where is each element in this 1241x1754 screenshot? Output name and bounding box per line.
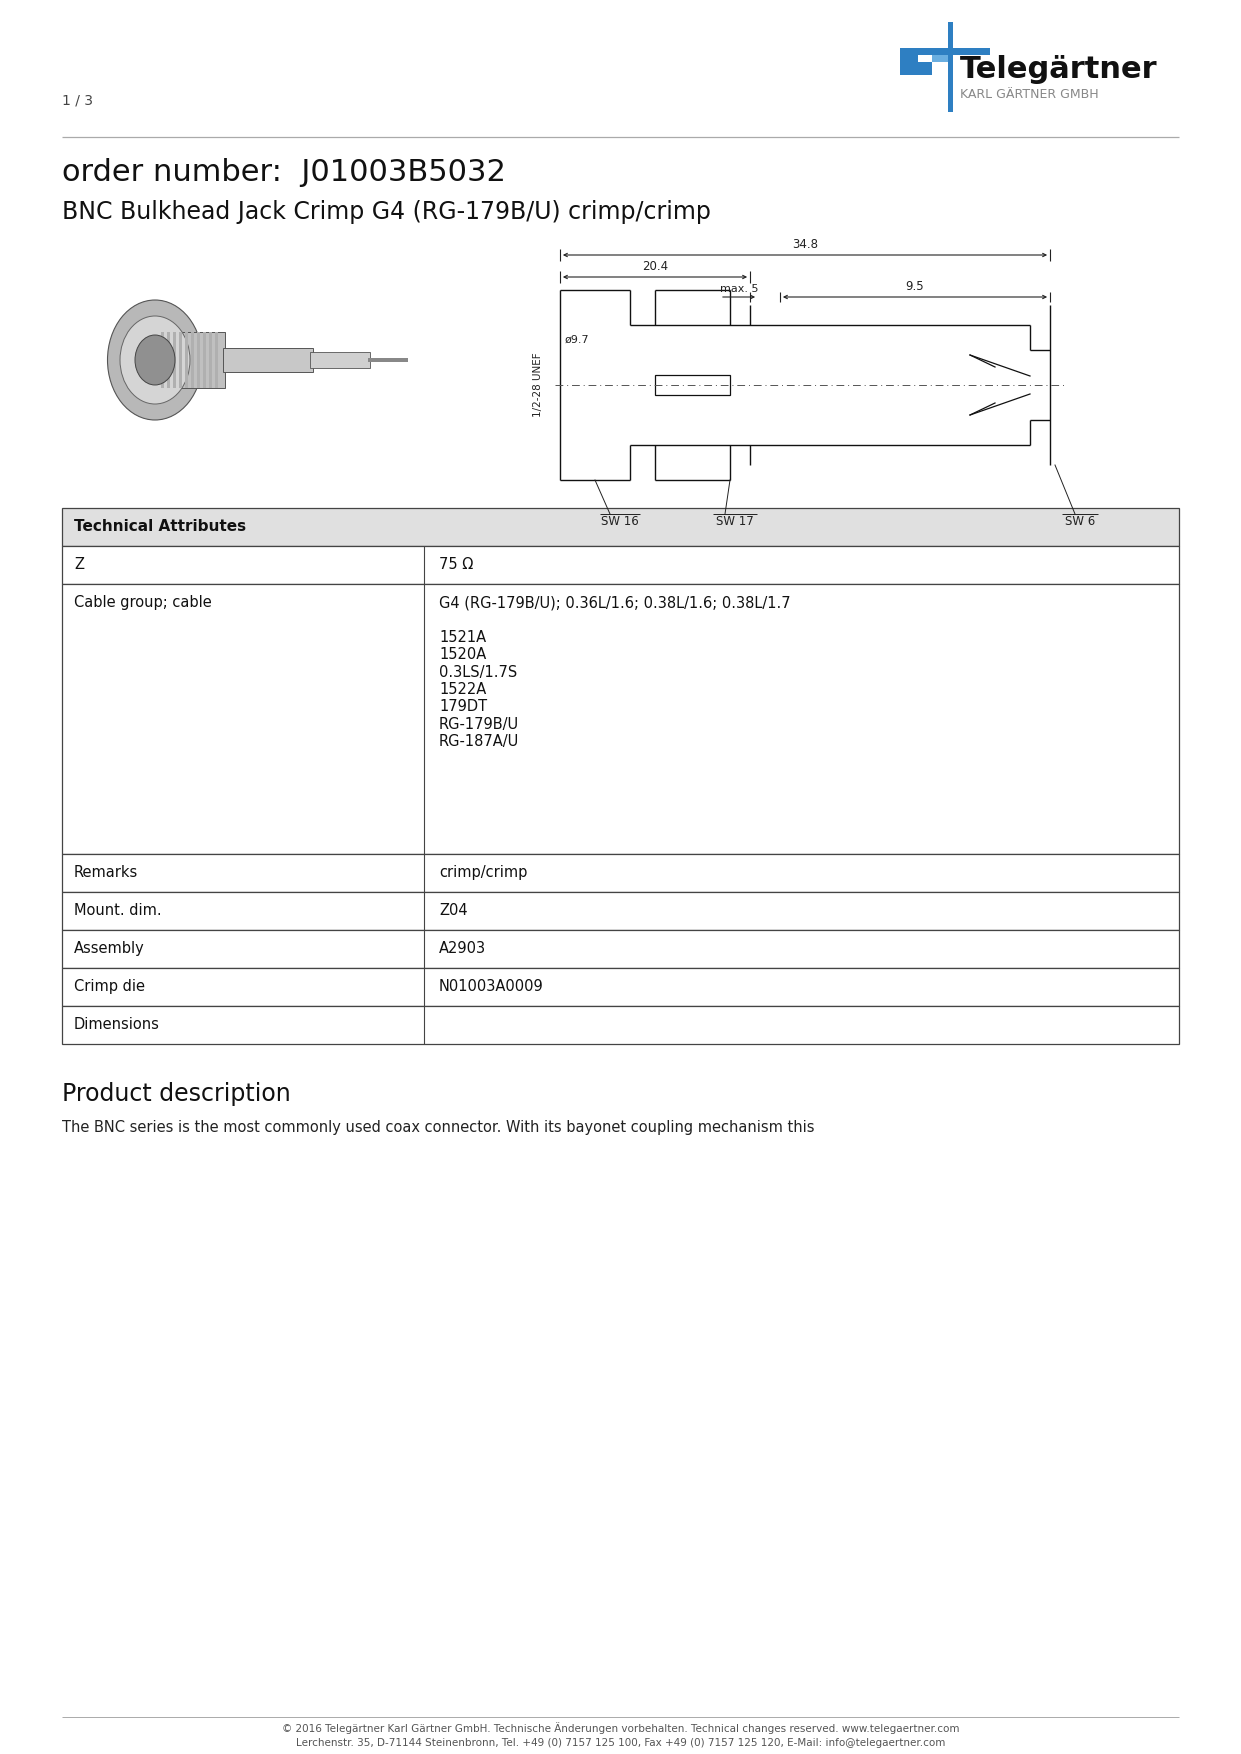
Ellipse shape (108, 300, 202, 419)
Polygon shape (900, 54, 932, 75)
Text: Mount. dim.: Mount. dim. (74, 903, 161, 917)
Text: A2903: A2903 (439, 940, 486, 956)
Text: Crimp die: Crimp die (74, 979, 145, 995)
Bar (191, 332, 194, 388)
Ellipse shape (135, 335, 175, 384)
Text: 75 Ω: 75 Ω (439, 558, 473, 572)
Bar (179, 332, 182, 388)
Bar (310, 353, 370, 368)
Bar (655, 375, 730, 395)
Text: ø9.7: ø9.7 (565, 335, 589, 346)
Bar (62, 584, 1179, 854)
Text: max. 5: max. 5 (720, 284, 758, 295)
Text: Assembly: Assembly (74, 940, 145, 956)
Text: SW 17: SW 17 (716, 516, 753, 528)
Bar (900, 47, 990, 54)
Bar (62, 930, 1179, 968)
Text: 34.8: 34.8 (792, 239, 818, 251)
Text: BNC Bulkhead Jack Crimp G4 (RG-179B/U) crimp/crimp: BNC Bulkhead Jack Crimp G4 (RG-179B/U) c… (62, 200, 711, 225)
Text: © 2016 Telegärtner Karl Gärtner GmbH. Technische Änderungen vorbehalten. Technic: © 2016 Telegärtner Karl Gärtner GmbH. Te… (282, 1722, 959, 1735)
Text: Telegärtner: Telegärtner (961, 54, 1158, 84)
Text: order number:  J01003B5032: order number: J01003B5032 (62, 158, 506, 188)
Bar (62, 545, 1179, 584)
Text: 1/2-28 UNEF: 1/2-28 UNEF (532, 353, 544, 417)
Text: Z04: Z04 (439, 903, 468, 917)
Bar (62, 968, 1179, 1007)
Text: N01003A0009: N01003A0009 (439, 979, 544, 995)
Ellipse shape (120, 316, 190, 403)
Bar (223, 347, 313, 372)
Text: Product description: Product description (62, 1082, 290, 1107)
Bar (369, 358, 408, 361)
Text: 1 / 3: 1 / 3 (62, 95, 93, 109)
Text: SW 6: SW 6 (1065, 516, 1095, 528)
Text: Dimensions: Dimensions (74, 1017, 160, 1031)
Text: The BNC series is the most commonly used coax connector. With its bayonet coupli: The BNC series is the most commonly used… (62, 1121, 814, 1135)
Text: SW 16: SW 16 (601, 516, 639, 528)
Bar (62, 854, 1179, 893)
Text: Lerchenstr. 35, D-71144 Steinenbronn, Tel. +49 (0) 7157 125 100, Fax +49 (0) 715: Lerchenstr. 35, D-71144 Steinenbronn, Te… (295, 1738, 946, 1749)
Bar (172, 332, 176, 388)
Bar (215, 332, 218, 388)
Bar (932, 54, 948, 61)
Text: KARL GÄRTNER GMBH: KARL GÄRTNER GMBH (961, 88, 1098, 102)
Text: 9.5: 9.5 (906, 281, 925, 293)
Bar (62, 509, 1179, 545)
Text: Cable group; cable: Cable group; cable (74, 595, 212, 610)
Bar (62, 893, 1179, 930)
Text: Z: Z (74, 558, 84, 572)
Bar (197, 332, 200, 388)
Bar (62, 1007, 1179, 1044)
Text: G4 (RG-179B/U); 0.36L/1.6; 0.38L/1.6; 0.38L/1.7

1521A
1520A
0.3LS/1.7S
1522A
17: G4 (RG-179B/U); 0.36L/1.6; 0.38L/1.6; 0.… (439, 595, 791, 749)
Text: Remarks: Remarks (74, 865, 138, 881)
Text: 20.4: 20.4 (642, 260, 668, 274)
Bar (948, 23, 953, 112)
Bar (208, 332, 212, 388)
Bar (160, 332, 225, 388)
Bar (168, 332, 170, 388)
Bar (204, 332, 206, 388)
Bar (185, 332, 187, 388)
Bar (161, 332, 164, 388)
Text: Technical Attributes: Technical Attributes (74, 519, 246, 533)
Text: crimp/crimp: crimp/crimp (439, 865, 527, 881)
